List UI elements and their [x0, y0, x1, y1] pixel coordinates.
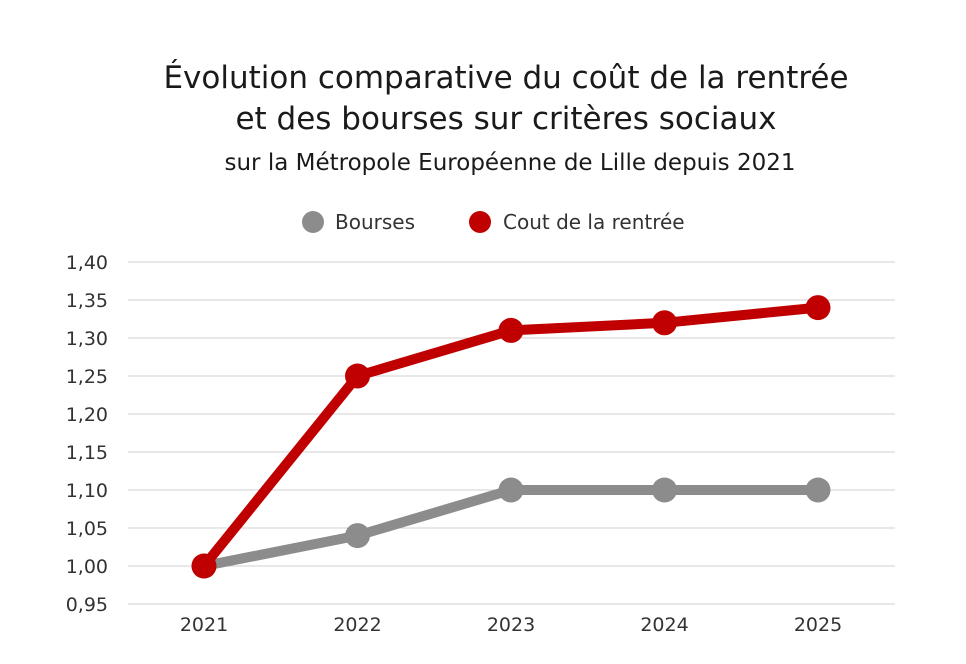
- legend-label-cout-rentree: Cout de la rentrée: [503, 210, 685, 234]
- data-point-bourses: [498, 477, 524, 503]
- series-line-cout-de-la-rentree: [199, 302, 823, 571]
- x-axis-ticks: 2021 2022 2023 2024 2025: [180, 614, 842, 636]
- legend-label-bourses: Bourses: [335, 210, 415, 234]
- y-tick-label: 1,20: [66, 404, 108, 426]
- gridlines: [128, 261, 895, 605]
- series-layer: [191, 295, 831, 579]
- y-tick-label: 1,05: [66, 518, 108, 540]
- y-tick-label: 1,15: [66, 442, 108, 464]
- y-axis-ticks: 0,95 1,00 1,05 1,10 1,15 1,20 1,25 1,30 1,35 1,40: [66, 252, 108, 616]
- x-tick-label: 2023: [487, 614, 535, 636]
- legend-marker-bourses: [302, 211, 324, 233]
- y-tick-label: 1,10: [66, 480, 108, 502]
- y-tick-label: 0,95: [66, 594, 108, 616]
- data-point-cout-de-la-rentree: [652, 310, 677, 336]
- x-tick-label: 2025: [794, 614, 842, 636]
- chart-title: Évolution comparative du coût de la rent…: [163, 60, 848, 96]
- series-cout-de-la-rentree: [191, 295, 831, 579]
- y-tick-label: 1,35: [66, 290, 108, 312]
- y-tick-label: 1,25: [66, 366, 108, 388]
- data-point-cout-de-la-rentree: [805, 295, 831, 321]
- data-point-bourses: [805, 477, 831, 503]
- chart-subtitle: sur la Métropole Européenne de Lille dep…: [225, 150, 796, 176]
- data-point-cout-de-la-rentree: [498, 317, 524, 343]
- legend: Bourses Cout de la rentrée: [302, 210, 685, 234]
- data-point-bourses: [345, 523, 370, 549]
- legend-marker-cout-rentree: [469, 211, 491, 233]
- data-point-cout-de-la-rentree: [191, 553, 217, 579]
- y-tick-label: 1,40: [66, 252, 108, 274]
- x-tick-label: 2024: [640, 614, 688, 636]
- y-tick-label: 1,30: [66, 328, 108, 350]
- data-point-bourses: [652, 477, 677, 503]
- x-tick-label: 2021: [180, 614, 228, 636]
- x-tick-label: 2022: [333, 614, 381, 636]
- chart-title-line2: et des bourses sur critères sociaux: [235, 101, 776, 137]
- y-tick-label: 1,00: [66, 556, 108, 578]
- data-point-cout-de-la-rentree: [345, 363, 370, 389]
